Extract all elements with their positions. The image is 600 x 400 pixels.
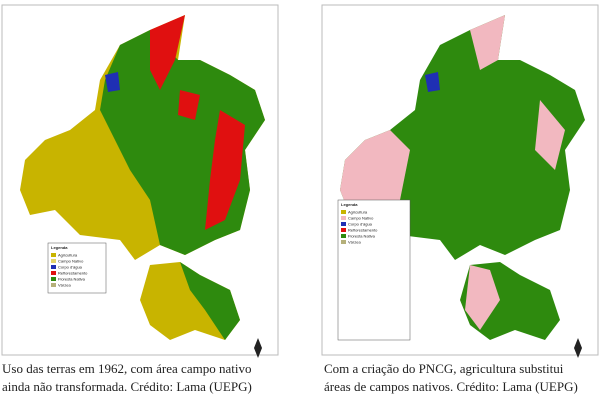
legend-swatch — [341, 228, 346, 232]
plantation-area — [205, 110, 245, 230]
legend-label: Floresta Nativa — [58, 277, 86, 282]
legend-swatch — [51, 265, 56, 269]
left-panel: Uso das terras em 1962, com área campo n… — [1, 4, 279, 394]
legend-label: Agricultura — [58, 253, 78, 258]
grassland-area — [535, 100, 565, 170]
legend-swatch — [51, 271, 56, 275]
legend-label: Floresta Nativa — [348, 234, 376, 239]
north-arrow — [574, 338, 582, 358]
legend-label: Reflorestamento — [348, 228, 378, 233]
legend-label: Agricultura — [348, 210, 368, 215]
right-panel: Com a criação do PNCG, agricultura subst… — [321, 4, 599, 394]
legend-box — [47, 242, 107, 294]
north-arrow — [254, 338, 262, 358]
plantation-area — [178, 90, 200, 120]
legend-label: Campo Nativo — [58, 259, 84, 264]
caption: ainda não transformada. Crédito: Lama (U… — [2, 379, 252, 394]
water-area — [105, 72, 120, 92]
forest-area — [180, 262, 240, 340]
water-area — [425, 72, 440, 92]
grassland-area — [340, 130, 410, 215]
legend-swatch — [341, 216, 346, 220]
legend-label: Campo Nativo — [348, 216, 374, 221]
legend-swatch — [51, 259, 56, 263]
caption: Uso das terras em 1962, com área campo n… — [2, 361, 251, 376]
legend-swatch — [341, 210, 346, 214]
legend-swatch — [51, 253, 56, 257]
legend-title: Legenda — [51, 245, 68, 250]
legend-label: Corpo d'água — [58, 265, 83, 270]
legend-swatch — [341, 234, 346, 238]
grassland-area — [465, 265, 500, 330]
grassland-area — [470, 15, 505, 70]
legend-box — [337, 199, 411, 341]
legend-label: Várzea — [348, 240, 361, 245]
caption: Com a criação do PNCG, agricultura subst… — [324, 361, 564, 376]
map-region — [340, 15, 585, 260]
legend-label: Reflorestamento — [58, 271, 88, 276]
legend-swatch — [51, 283, 56, 287]
legend-title: Legenda — [341, 202, 358, 207]
plantation-area — [150, 15, 185, 90]
caption: áreas de campos nativos. Crédito: Lama (… — [324, 379, 578, 394]
legend-swatch — [51, 277, 56, 281]
legend-swatch — [341, 240, 346, 244]
legend-label: Várzea — [58, 283, 71, 288]
legend-swatch — [341, 222, 346, 226]
legend-label: Corpo d'água — [348, 222, 373, 227]
